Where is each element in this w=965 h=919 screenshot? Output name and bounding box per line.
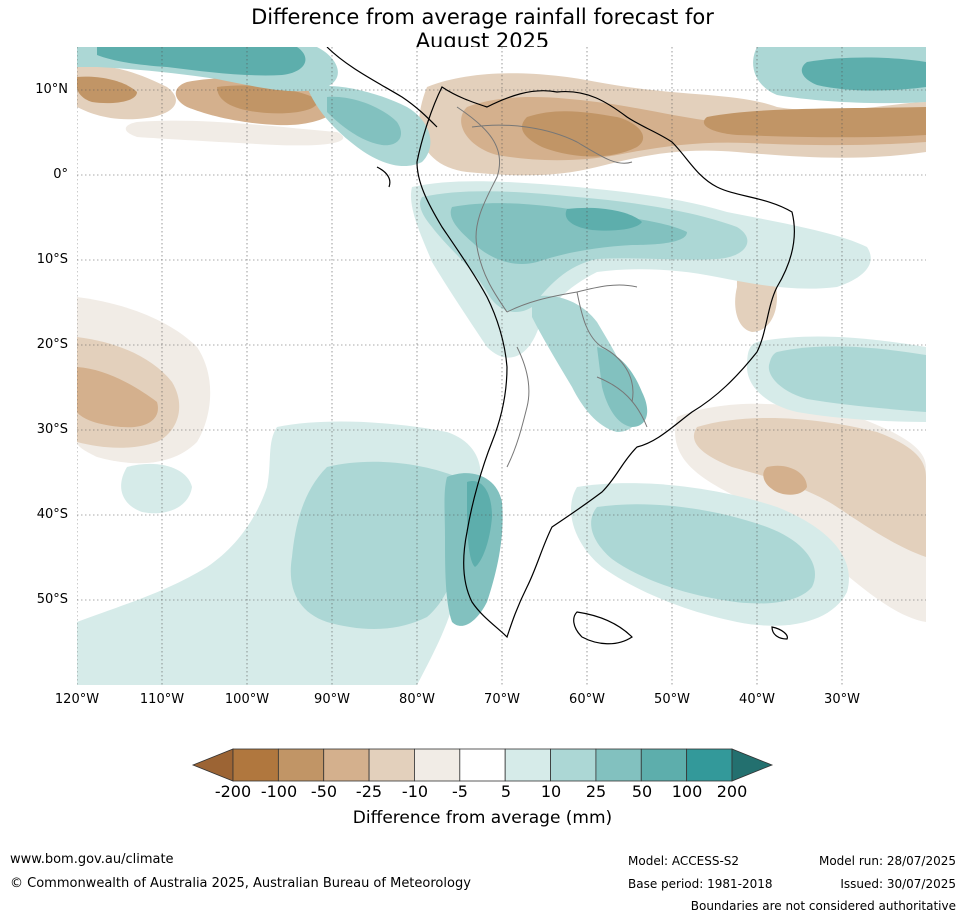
lon-label-100w: 100°W	[224, 692, 270, 707]
lat-label-50s: 50°S	[36, 592, 68, 607]
colorbar-tick: 200	[716, 782, 748, 801]
lat-label-20s: 20°S	[36, 337, 68, 352]
wet-anomaly-regions	[77, 47, 926, 685]
colorbar-segment	[640, 748, 688, 782]
title-line-1: Difference from average rainfall forecas…	[251, 5, 714, 29]
colorbar-segment	[595, 748, 642, 782]
colorbar-tick: -5	[452, 782, 468, 801]
lon-label-40w: 40°W	[739, 692, 775, 707]
lon-label-50w: 50°W	[654, 692, 690, 707]
colorbar-arrow-high	[731, 748, 774, 782]
lat-label-10s: 10°S	[36, 252, 68, 267]
colorbar-segment	[368, 748, 415, 782]
website-link[interactable]: www.bom.gov.au/climate	[10, 852, 174, 867]
lon-label-110w: 110°W	[139, 692, 185, 707]
colorbar-segment	[686, 748, 733, 782]
colorbar-title: Difference from average (mm)	[352, 808, 613, 828]
colorbar-segment	[414, 748, 461, 782]
rainfall-anomaly-map	[77, 47, 926, 685]
issued-text: Issued: 30/07/2025	[840, 877, 956, 891]
country-boundaries	[456, 106, 648, 468]
colorbar-tick: -200	[214, 782, 252, 801]
copyright-text: © Commonwealth of Australia 2025, Austra…	[10, 876, 471, 891]
base-period-text: Base period: 1981-2018	[628, 877, 773, 891]
dry-anomaly-regions	[77, 65, 926, 622]
colorbar-segment	[277, 748, 325, 782]
colorbar-segment	[323, 748, 370, 782]
colorbar-segment	[459, 748, 506, 782]
lon-label-80w: 80°W	[399, 692, 435, 707]
colorbar-arrow-low	[191, 748, 234, 782]
lon-label-70w: 70°W	[484, 692, 520, 707]
lat-label-40s: 40°S	[36, 507, 68, 522]
boundaries-note: Boundaries are not considered authoritat…	[690, 899, 956, 913]
model-run-text: Model run: 28/07/2025	[818, 854, 956, 868]
colorbar-segment	[504, 748, 551, 782]
colorbar-tick: -50	[310, 782, 338, 801]
lat-label-10n: 10°N	[35, 82, 68, 97]
map-title: Difference from average rainfall forecas…	[0, 5, 965, 53]
colorbar-segment	[550, 748, 597, 782]
model-text: Model: ACCESS-S2	[628, 854, 740, 868]
colorbar	[191, 748, 774, 782]
lat-label-0: 0°	[53, 167, 68, 182]
colorbar-tick: -100	[260, 782, 298, 801]
colorbar-tick: 5	[500, 782, 512, 801]
colorbar-tick: 25	[585, 782, 607, 801]
lon-label-120w: 120°W	[54, 692, 100, 707]
colorbar-tick: 50	[631, 782, 653, 801]
lon-label-60w: 60°W	[569, 692, 605, 707]
colorbar-tick: -25	[355, 782, 383, 801]
colorbar-tick: 100	[671, 782, 703, 801]
colorbar-tick: 10	[540, 782, 562, 801]
lon-label-90w: 90°W	[314, 692, 350, 707]
lon-label-30w: 30°W	[824, 692, 860, 707]
colorbar-tick: -10	[401, 782, 429, 801]
graticule	[77, 47, 926, 685]
coastlines	[326, 47, 795, 645]
colorbar-segment	[232, 748, 279, 782]
lat-label-30s: 30°S	[36, 422, 68, 437]
